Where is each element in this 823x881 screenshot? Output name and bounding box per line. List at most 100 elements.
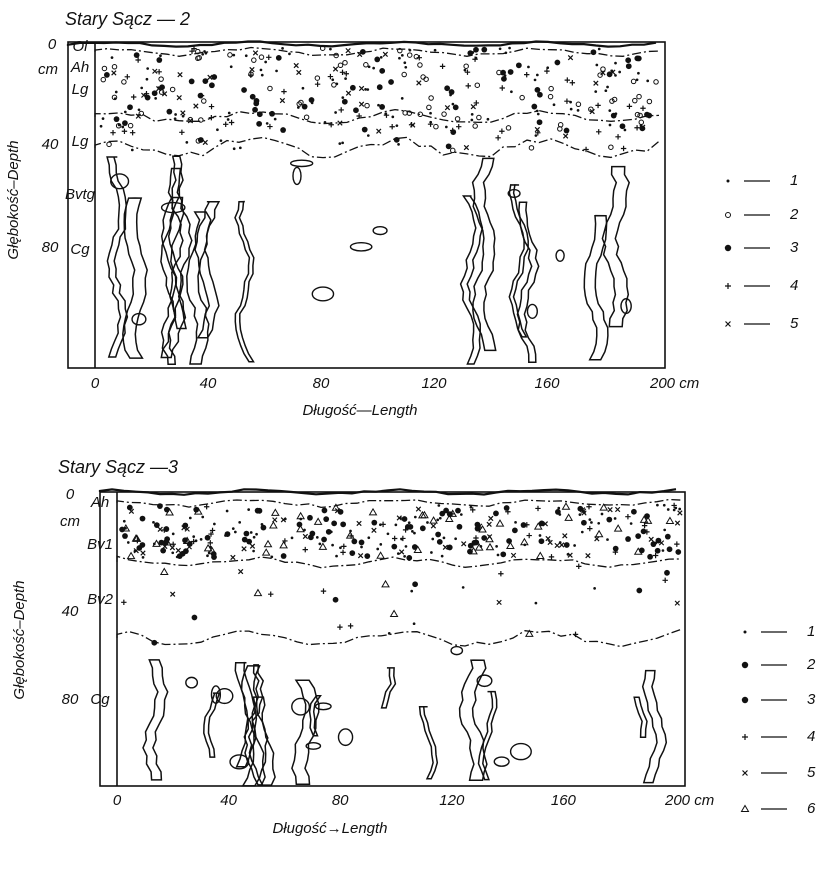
symbol-open-circle	[198, 117, 204, 123]
symbol-dot	[578, 513, 582, 516]
gley-patch	[210, 685, 222, 704]
symbol-plus	[576, 563, 582, 570]
soil-profile-panel: Stary Sącz — 2 Głębokość–Depth 0 cm 40 80 0 40 8…	[5, 9, 799, 419]
symbol-dot	[608, 109, 612, 112]
symbol-open-circle	[333, 52, 339, 59]
symbol-open-circle	[267, 85, 273, 92]
symbol-dot	[145, 77, 149, 81]
symbol-plus	[449, 511, 455, 517]
symbol-dot	[429, 111, 432, 115]
symbol-dot	[661, 549, 665, 552]
legend-label: 5	[790, 315, 799, 332]
symbol-open-circle	[548, 85, 554, 92]
symbol-dot	[303, 528, 306, 532]
symbol-filled-circle	[664, 569, 670, 576]
symbol-filled-circle	[538, 520, 545, 527]
symbol-filled-circle	[445, 143, 452, 150]
symbol-dot	[558, 541, 562, 544]
symbol-triangle	[417, 510, 427, 519]
symbol-open-circle	[363, 62, 369, 68]
symbol-filled-circle	[351, 538, 358, 545]
symbol-dot	[459, 513, 463, 516]
symbol-cross	[461, 541, 467, 547]
y-tick-label: 40	[42, 136, 59, 153]
symbol-triangle	[561, 502, 571, 510]
symbol-triangle	[613, 524, 623, 532]
symbol-open-circle	[406, 52, 413, 58]
symbol-dot	[608, 123, 612, 127]
symbol-dot	[514, 520, 517, 524]
symbol-dot	[536, 112, 540, 116]
symbol-dot	[181, 114, 185, 118]
symbol-dot	[557, 506, 561, 510]
symbol-filled-circle	[361, 126, 368, 133]
symbol-filled-circle	[182, 522, 189, 529]
legend-label: 3	[790, 239, 799, 256]
symbol-plus	[339, 69, 346, 76]
symbol-open-circle	[575, 101, 582, 108]
gley-patch	[110, 173, 130, 190]
symbol-dot	[411, 530, 414, 533]
symbol-filled-circle	[349, 84, 356, 91]
symbol-cross	[398, 549, 405, 555]
symbol-dot	[594, 90, 598, 93]
symbol-cross	[334, 508, 341, 514]
symbol-cross	[207, 74, 213, 81]
symbol-dot	[398, 56, 401, 60]
gley-contour	[477, 690, 498, 781]
symbol-filled-circle	[321, 536, 327, 543]
symbol-plus	[124, 74, 131, 80]
horizon-label: Ah	[70, 59, 89, 76]
symbol-dot	[124, 526, 127, 530]
symbol-plus	[268, 591, 274, 597]
symbol-open-circle	[653, 79, 659, 85]
symbol-filled-circle	[724, 244, 732, 252]
symbol-plus	[135, 57, 141, 63]
symbol-dot	[656, 503, 659, 507]
legend-label: 1	[807, 623, 815, 640]
symbol-dot	[597, 521, 601, 525]
soil-profile-panel: Stary Sącz —3 Głębokość–Depth 0 cm 40 80 0 40 80…	[11, 457, 816, 837]
symbol-triangle	[368, 507, 378, 516]
symbol-filled-circle	[481, 535, 488, 541]
symbol-dot	[654, 541, 658, 545]
horizon-label: Ol	[73, 38, 89, 55]
symbol-plus	[302, 546, 308, 553]
symbol-filled-circle	[249, 93, 256, 100]
symbol-filled-circle	[444, 85, 451, 92]
gley-contour	[459, 195, 484, 365]
symbol-plus	[742, 734, 748, 740]
symbol-plus	[499, 85, 505, 91]
symbol-dot	[296, 106, 300, 109]
symbol-triangle	[495, 519, 505, 527]
symbol-plus	[634, 125, 640, 131]
symbol-triangle	[261, 548, 271, 556]
symbol-filled-circle	[252, 106, 258, 113]
symbol-plus	[209, 527, 216, 534]
symbol-cross	[547, 539, 553, 546]
symbol-filled-circle	[631, 508, 637, 515]
symbol-filled-circle	[160, 547, 167, 554]
symbol-plus	[389, 124, 395, 130]
symbol-open-circle	[600, 66, 606, 72]
horizon-label: Bv2	[87, 591, 114, 608]
symbol-dot	[159, 54, 162, 58]
gley-patch	[526, 303, 538, 319]
symbol-dot	[396, 552, 400, 555]
symbol-dot	[135, 53, 139, 57]
symbol-filled-circle	[501, 76, 507, 82]
symbol-plus	[356, 113, 362, 119]
symbol-plus	[564, 98, 570, 104]
y-tick-label: 0	[66, 486, 75, 503]
symbol-filled-circle	[341, 98, 348, 105]
symbol-plus	[347, 623, 354, 629]
symbol-dot	[474, 56, 478, 60]
symbol-triangle	[639, 515, 649, 523]
symbol-filled-circle	[655, 537, 662, 544]
symbol-open-circle	[476, 114, 482, 121]
symbol-cross	[111, 70, 117, 76]
symbol-dot	[395, 124, 399, 128]
symbol-cross	[337, 120, 343, 126]
symbol-triangle	[520, 537, 529, 546]
symbol-dot	[126, 541, 130, 544]
